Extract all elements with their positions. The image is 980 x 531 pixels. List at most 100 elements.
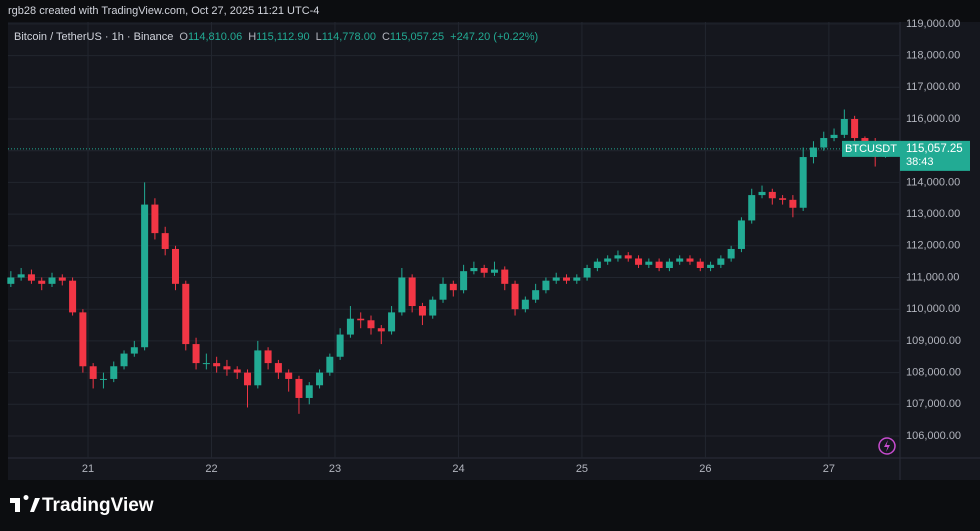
brand: TradingView [42,495,154,516]
time-axis [8,458,980,480]
candle-body [58,277,66,281]
candle-body [470,267,478,272]
y-tick-label: 119,000.00 [906,18,960,30]
y-tick-label: 118,000.00 [906,50,960,62]
candle-body [110,366,118,379]
candle-body [460,271,468,291]
ohlc-value: 115,112.90 [256,31,309,43]
symbol: Bitcoin / TetherUS · 1h · Binance [14,31,173,43]
candle-body [79,312,87,367]
candle-body [707,264,715,268]
candle-body [552,277,560,281]
candle-body [737,220,745,249]
y-tick-label: 110,000.00 [906,303,960,315]
candle-body [789,199,797,208]
candle-body [274,363,282,373]
candle-body [27,274,35,281]
candle-body [418,306,426,316]
candle-body [645,261,653,265]
candle-body [254,350,262,386]
candle-body [748,195,756,221]
candle-body [192,344,200,364]
candle-body [408,277,416,307]
candle-body [799,157,807,208]
candle-body [768,191,776,199]
credit: rgb28 created with TradingView.com, Oct … [8,5,319,17]
candle-body [285,372,293,379]
candle-body [17,274,25,278]
y-tick-label: 108,000.00 [906,367,961,379]
y-tick-label: 111,000.00 [906,271,959,283]
candle-body [809,147,817,158]
y-tick-label: 112,000.00 [906,240,960,252]
y-tick-label: 106,000.00 [906,430,961,442]
y-tick-label: 114,000.00 [906,176,960,188]
candle-body [542,280,550,291]
candle-body [244,372,252,386]
x-tick-label: 23 [329,463,341,475]
candle-body [120,353,128,367]
symbol-info: Bitcoin / TetherUS · 1h · Binance O114,81… [14,31,538,43]
symbol-name: BTCUSDT [845,143,897,155]
candle-body [305,385,313,398]
candle-body [367,320,375,329]
candle-body [141,204,149,348]
candle-body [130,347,138,354]
y-tick-label: 113,000.00 [906,208,960,220]
candle-body [439,283,447,300]
alert-icon-bolt [884,440,890,452]
y-tick-label: 107,000.00 [906,398,961,410]
y-tick-label: 116,000.00 [906,113,960,125]
candle-body [480,267,488,273]
candle-body [69,280,77,313]
logo-mark [10,494,40,512]
price-axis [900,22,980,458]
plot-area [8,22,900,458]
candle-body [171,248,179,284]
ohlc-label: L [316,31,322,43]
x-tick-label: 27 [823,463,835,475]
candle-body [665,261,673,268]
alert-icon[interactable] [878,437,896,455]
candle-body [501,269,509,284]
ohlc-value: 114,810.06 [188,31,242,43]
candle-body [521,299,529,310]
candle-body [377,328,385,332]
candle-body [429,299,437,316]
ohlc-label: O [179,31,188,43]
candle-body [696,261,704,268]
candle-body [202,363,210,365]
candle-body [758,191,766,196]
candle-body [635,258,643,265]
symbol-tag [842,140,900,157]
candle-body [316,372,324,386]
candle-body [48,277,56,284]
candle-body [511,283,519,310]
candle-body [830,134,838,139]
candle-body [573,277,581,281]
candle-body [676,258,684,262]
candle-body [336,334,344,357]
x-tick-label: 25 [576,463,588,475]
candle-body [727,248,735,259]
candle-body [89,366,97,379]
candle-body [223,366,231,370]
candle-body [614,255,622,259]
candle-body [532,290,540,300]
candle-body [264,350,272,364]
candle-body [99,378,107,380]
candle-body [840,119,848,135]
candle-body [213,363,221,367]
candle-body [326,356,334,373]
candle-body [151,204,159,234]
candle-body [861,138,869,142]
y-tick-label: 109,000.00 [906,335,961,347]
y-tick-label: 117,000.00 [906,81,960,93]
candle-body [583,267,591,278]
candle-body [38,280,46,284]
ohlc-label: C [382,31,390,43]
candle-body [357,318,365,321]
candle-body [624,255,632,259]
candle-body [398,277,406,313]
